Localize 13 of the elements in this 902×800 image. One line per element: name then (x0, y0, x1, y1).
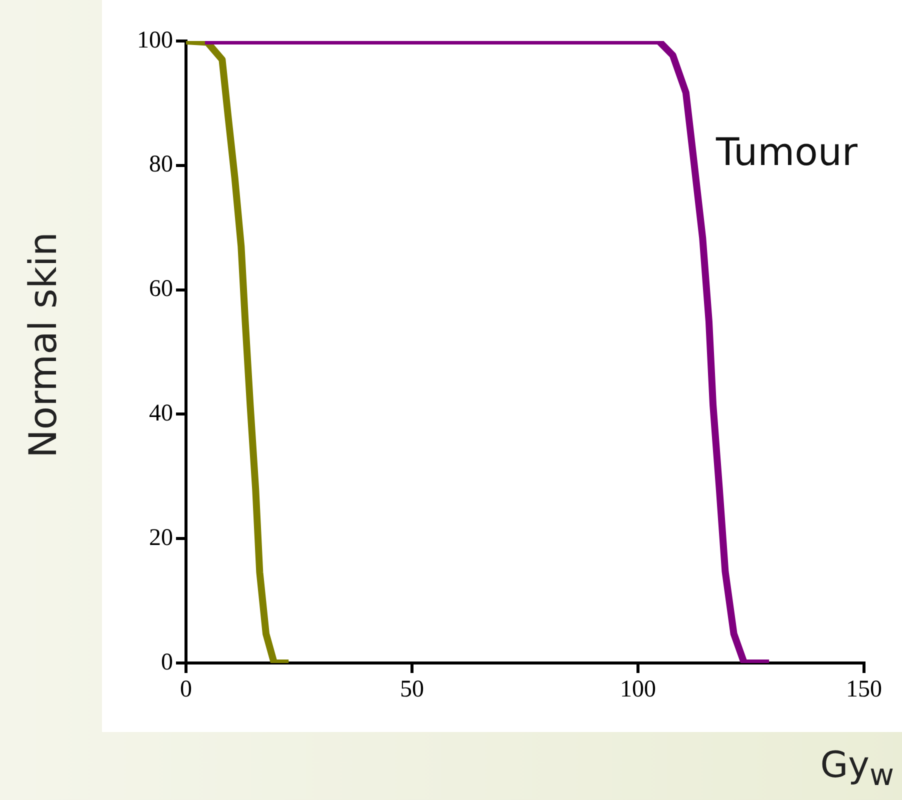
y-tick-label: 40 (149, 400, 173, 426)
y-tick-label: 80 (149, 152, 173, 178)
series-label: Tumour (715, 130, 858, 174)
y-tick-label: 0 (161, 649, 173, 676)
x-tick-label: 100 (620, 676, 656, 703)
x-tick-label: 50 (400, 676, 424, 703)
y-tick-label: 60 (149, 276, 173, 302)
y-tick-label: 100 (137, 27, 173, 54)
x-tick-label: 0 (180, 676, 192, 703)
y-axis-title: Normal skin (21, 232, 65, 458)
x-tick-label: 150 (846, 676, 882, 703)
x-axis-title: Gy$_{w}$ (820, 745, 894, 794)
y-tick-label: 20 (149, 524, 173, 551)
